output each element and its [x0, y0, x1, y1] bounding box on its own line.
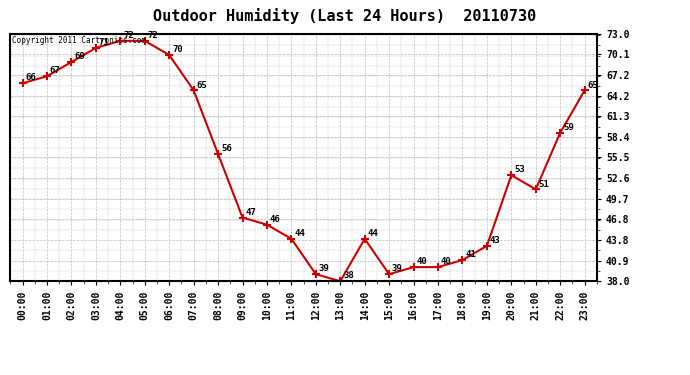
Text: 46: 46: [270, 215, 280, 224]
Text: 56: 56: [221, 144, 232, 153]
Text: 39: 39: [392, 264, 403, 273]
Text: 72: 72: [123, 31, 134, 40]
Text: 66: 66: [26, 74, 36, 82]
Text: 40: 40: [441, 257, 451, 266]
Text: 38: 38: [343, 272, 354, 280]
Text: Outdoor Humidity (Last 24 Hours)  20110730: Outdoor Humidity (Last 24 Hours) 2011073…: [153, 8, 537, 24]
Text: 53: 53: [514, 165, 525, 174]
Text: 44: 44: [368, 229, 378, 238]
Text: 69: 69: [75, 52, 85, 61]
Text: 67: 67: [50, 66, 61, 75]
Text: 59: 59: [563, 123, 573, 132]
Text: 43: 43: [490, 236, 500, 245]
Text: 51: 51: [538, 180, 549, 189]
Text: 40: 40: [416, 257, 427, 266]
Text: Copyright 2011 Cartronics.com: Copyright 2011 Cartronics.com: [12, 36, 146, 45]
Text: 44: 44: [294, 229, 305, 238]
Text: 72: 72: [148, 31, 158, 40]
Text: 65: 65: [197, 81, 207, 90]
Text: 71: 71: [99, 38, 110, 47]
Text: 47: 47: [245, 208, 256, 217]
Text: 70: 70: [172, 45, 183, 54]
Text: 65: 65: [587, 81, 598, 90]
Text: 39: 39: [319, 264, 329, 273]
Text: 41: 41: [465, 250, 476, 259]
